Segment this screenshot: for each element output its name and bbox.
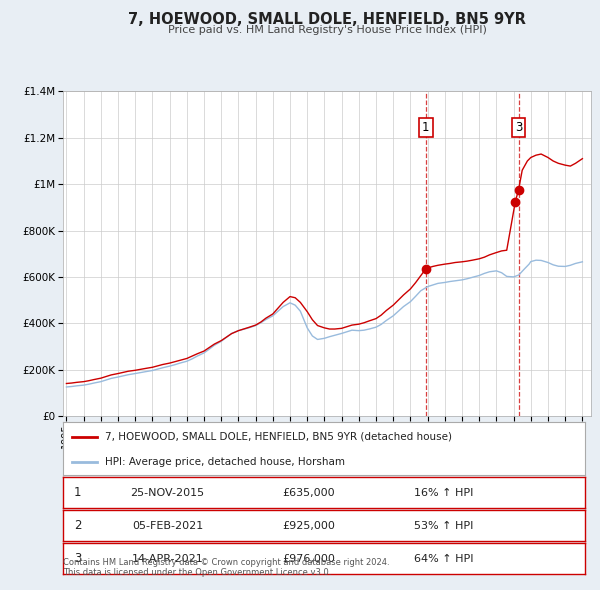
Text: 1: 1 [422,121,430,134]
Text: £635,000: £635,000 [282,488,335,497]
Text: 3: 3 [74,552,82,565]
Text: £925,000: £925,000 [282,521,335,530]
Text: 7, HOEWOOD, SMALL DOLE, HENFIELD, BN5 9YR: 7, HOEWOOD, SMALL DOLE, HENFIELD, BN5 9Y… [128,12,526,27]
Text: HPI: Average price, detached house, Horsham: HPI: Average price, detached house, Hors… [105,457,345,467]
Text: 25-NOV-2015: 25-NOV-2015 [130,488,205,497]
Text: £976,000: £976,000 [282,554,335,563]
Text: 64% ↑ HPI: 64% ↑ HPI [415,554,474,563]
Text: 7, HOEWOOD, SMALL DOLE, HENFIELD, BN5 9YR (detached house): 7, HOEWOOD, SMALL DOLE, HENFIELD, BN5 9Y… [105,432,452,442]
Text: Price paid vs. HM Land Registry's House Price Index (HPI): Price paid vs. HM Land Registry's House … [167,25,487,35]
Text: 2: 2 [74,519,82,532]
Text: 53% ↑ HPI: 53% ↑ HPI [415,521,474,530]
Text: Contains HM Land Registry data © Crown copyright and database right 2024.
This d: Contains HM Land Registry data © Crown c… [63,558,389,577]
Text: 1: 1 [74,486,82,499]
Text: 14-APR-2021: 14-APR-2021 [131,554,203,563]
Text: 05-FEB-2021: 05-FEB-2021 [132,521,203,530]
Text: 16% ↑ HPI: 16% ↑ HPI [415,488,474,497]
Text: 3: 3 [515,121,522,134]
